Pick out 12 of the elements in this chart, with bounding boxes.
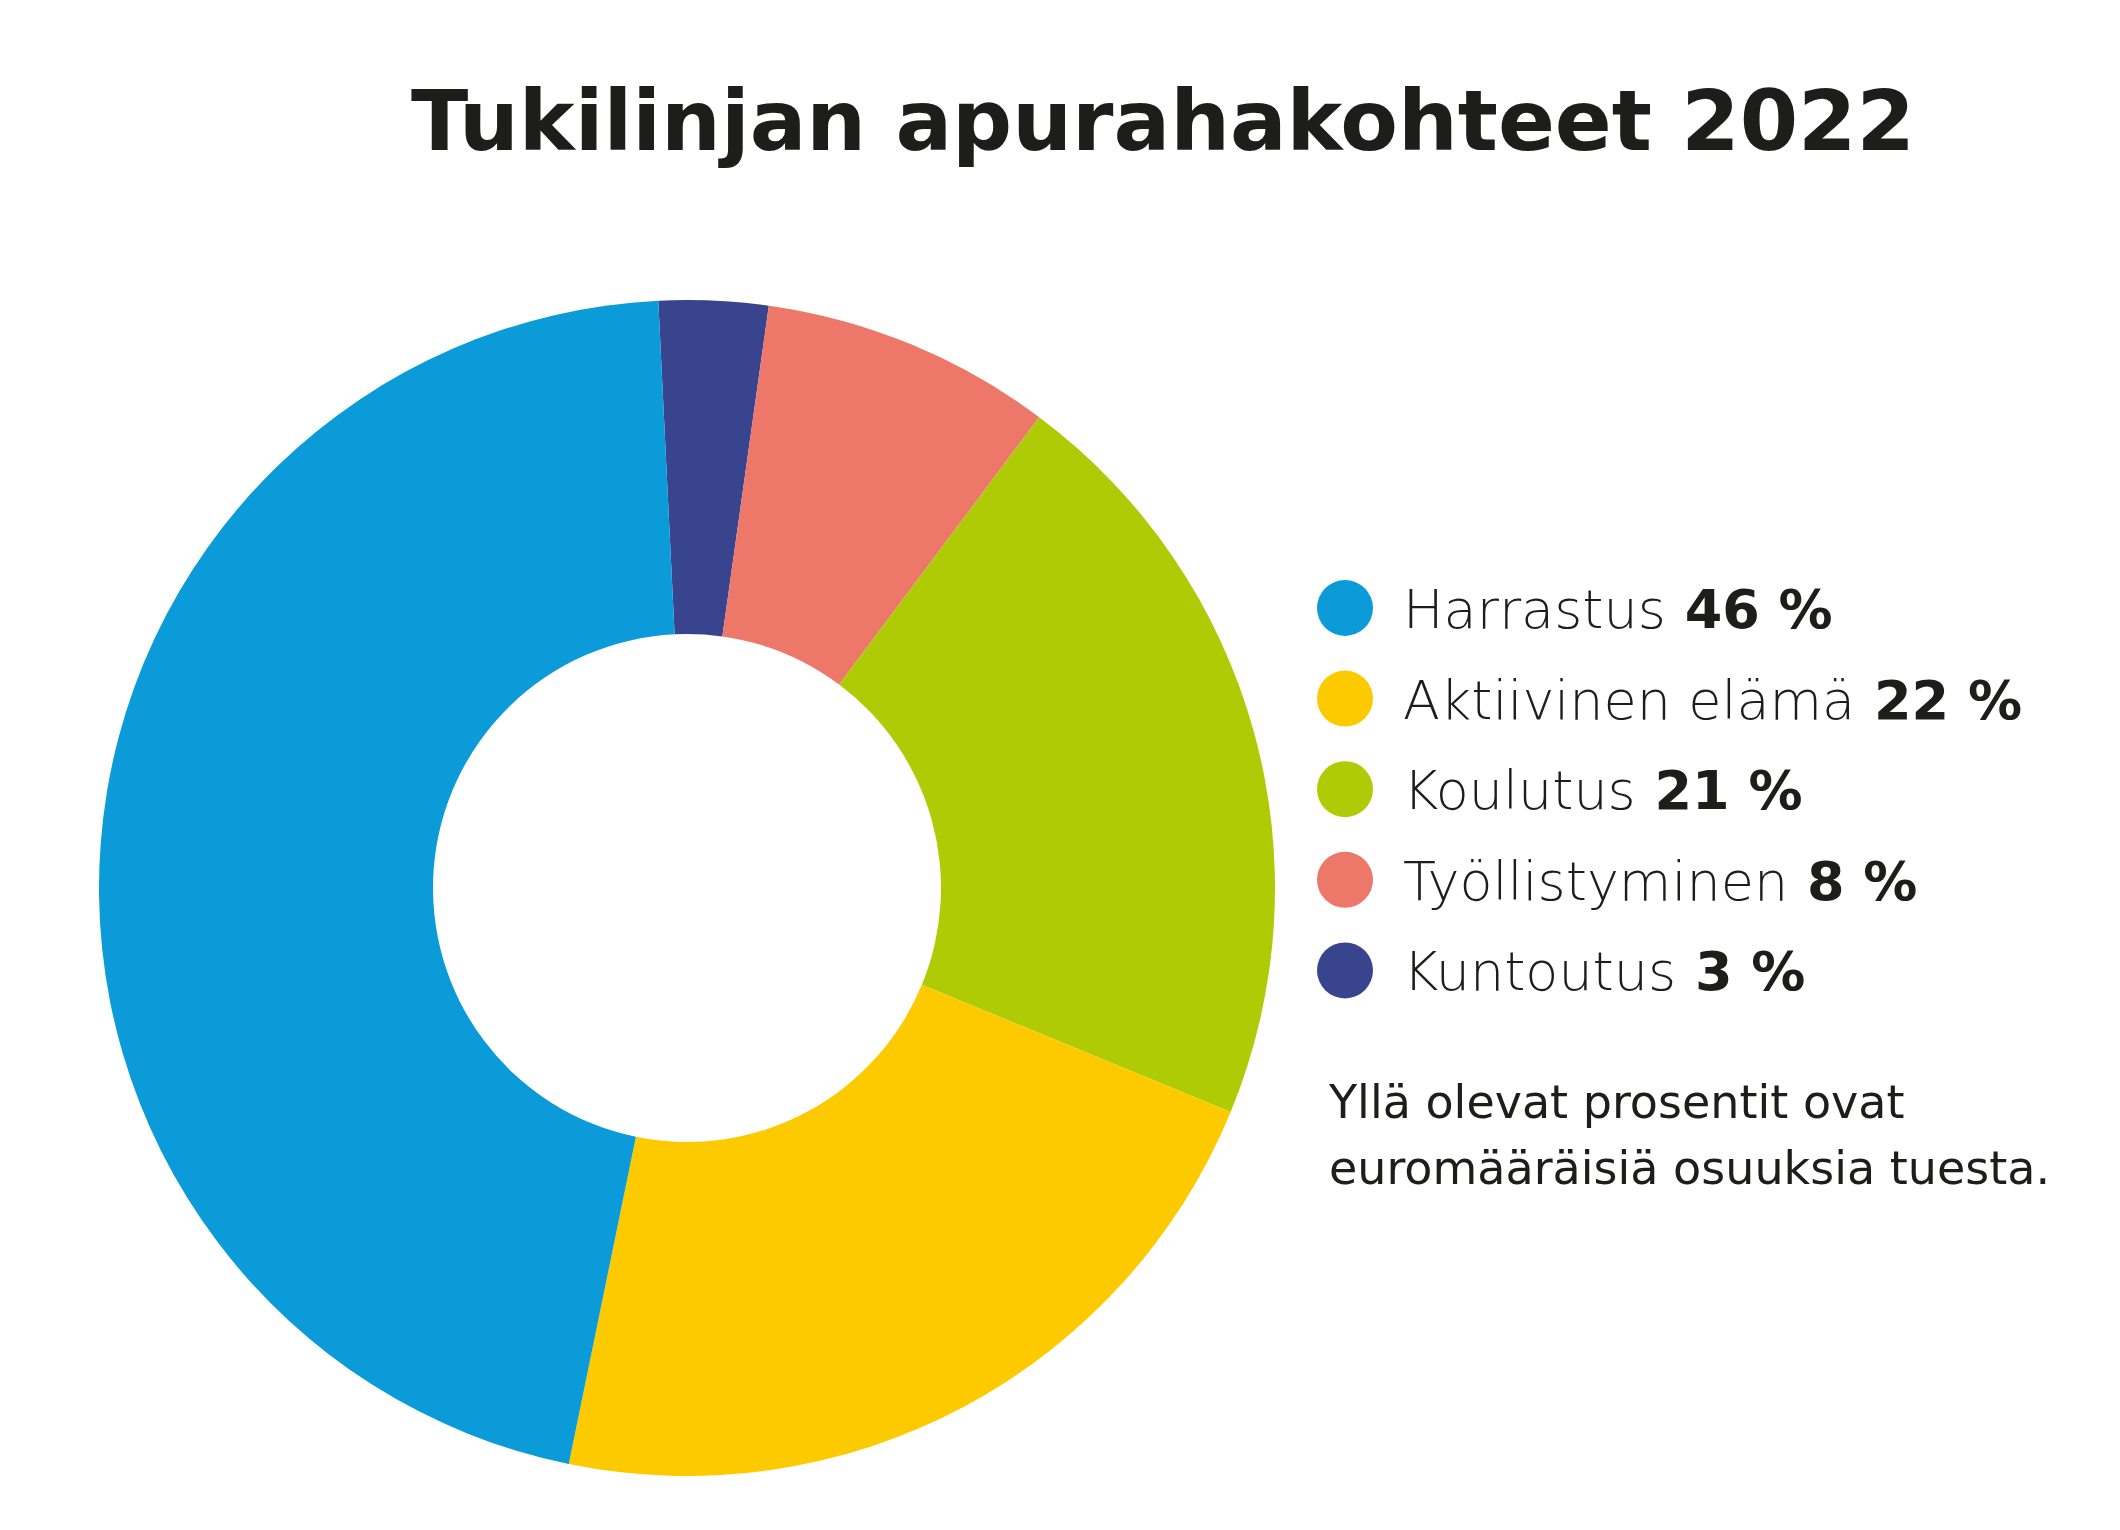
legend-label: Koulutus [1403,759,1636,823]
legend-label: Kuntoutus [1403,940,1677,1004]
legend-label: Työllistyminen [1403,849,1789,913]
legend-label: Aktiivinen elämä [1403,668,1856,732]
data-label: 46 % [1665,578,1833,641]
legend-label: Harrastus [1403,578,1666,641]
data-label: 21 % [1635,759,1803,823]
text: Yllä olevat prosentit ovat euromääräisiä osuuksia tuesta. [1328,1075,2051,1195]
chart-title: Tukilinjan apurahakohteet 2022 [410,72,1916,170]
data-label: 8 % [1788,849,1918,913]
data-label: 22 % [1855,668,2023,732]
data-label: 3 % [1676,940,1806,1004]
